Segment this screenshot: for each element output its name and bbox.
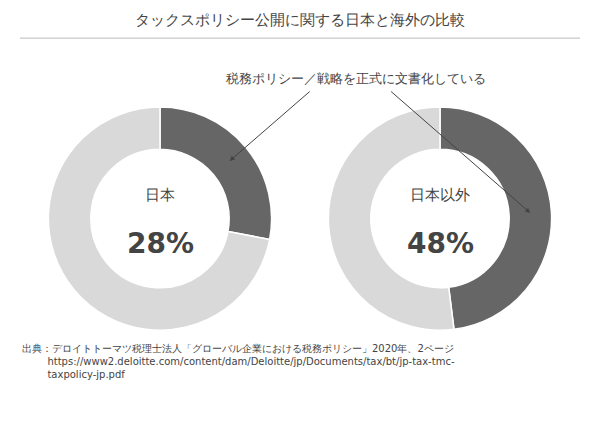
svg-text:日本以外: 日本以外 — [410, 186, 470, 204]
svg-text:日本: 日本 — [145, 186, 175, 204]
svg-text:税務ポリシー／戦略を正式に文書化している: 税務ポリシー／戦略を正式に文書化している — [226, 71, 486, 86]
svg-text:48%: 48% — [407, 227, 474, 260]
svg-text:出典：デロイトトーマツ税理士法人「グローバル企業における税務: 出典：デロイトトーマツ税理士法人「グローバル企業における税務ポリシー」2020年… — [22, 343, 455, 380]
svg-text:28%: 28% — [127, 227, 194, 260]
svg-text:タックスポリシー公開に関する日本と海外の比較: タックスポリシー公開に関する日本と海外の比較 — [135, 11, 465, 29]
